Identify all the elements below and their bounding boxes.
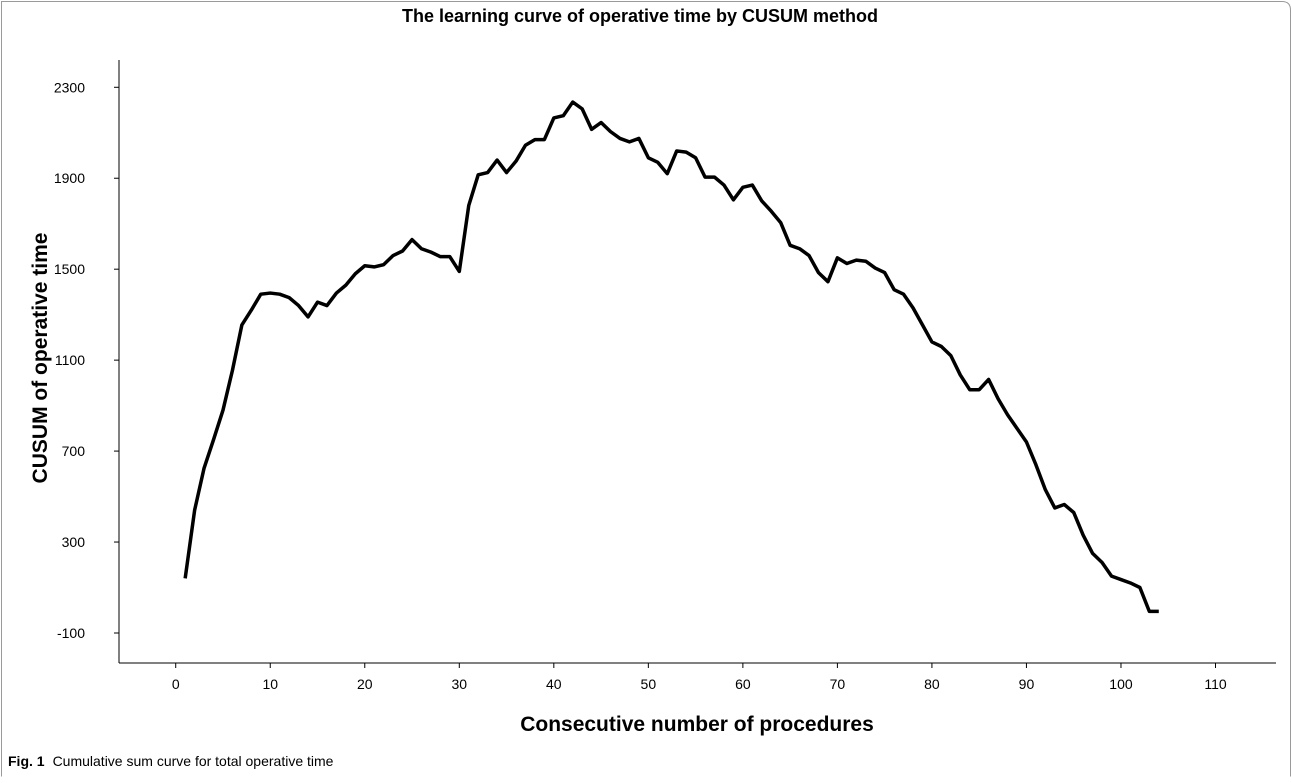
y-tick-label: -100 <box>57 625 85 641</box>
x-tick-label: 110 <box>1204 676 1227 692</box>
caption-text: Cumulative sum curve for total operative… <box>53 753 334 769</box>
x-tick-label: 0 <box>172 676 180 692</box>
x-tick-label: 90 <box>1019 676 1035 692</box>
y-tick-label: 1900 <box>54 170 85 186</box>
cusum-line <box>183 100 1159 614</box>
x-tick-label: 50 <box>641 676 657 692</box>
x-tick-label: 100 <box>1109 676 1133 692</box>
y-axis-label: CUSUM of operative time <box>29 233 52 484</box>
y-tick-label: 1500 <box>54 261 85 277</box>
x-tick-label: 70 <box>830 676 846 692</box>
x-tick-label: 10 <box>262 676 278 692</box>
caption: Fig. 1 Cumulative sum curve for total ope… <box>8 753 334 769</box>
caption-label: Fig. 1 <box>8 753 45 769</box>
chart-title: The learning curve of operative time by … <box>402 6 878 26</box>
x-tick-label: 30 <box>452 676 468 692</box>
y-tick-label: 1100 <box>55 352 85 368</box>
x-axis-label: Consecutive number of procedures <box>520 713 874 736</box>
x-tick-label: 20 <box>357 676 373 692</box>
y-tick-label: 700 <box>62 443 86 459</box>
y-tick-label: 2300 <box>54 79 85 95</box>
y-tick-label: 300 <box>62 534 86 550</box>
x-tick-label: 80 <box>924 676 940 692</box>
x-tick-label: 40 <box>546 676 562 692</box>
x-tick-label: 60 <box>735 676 751 692</box>
